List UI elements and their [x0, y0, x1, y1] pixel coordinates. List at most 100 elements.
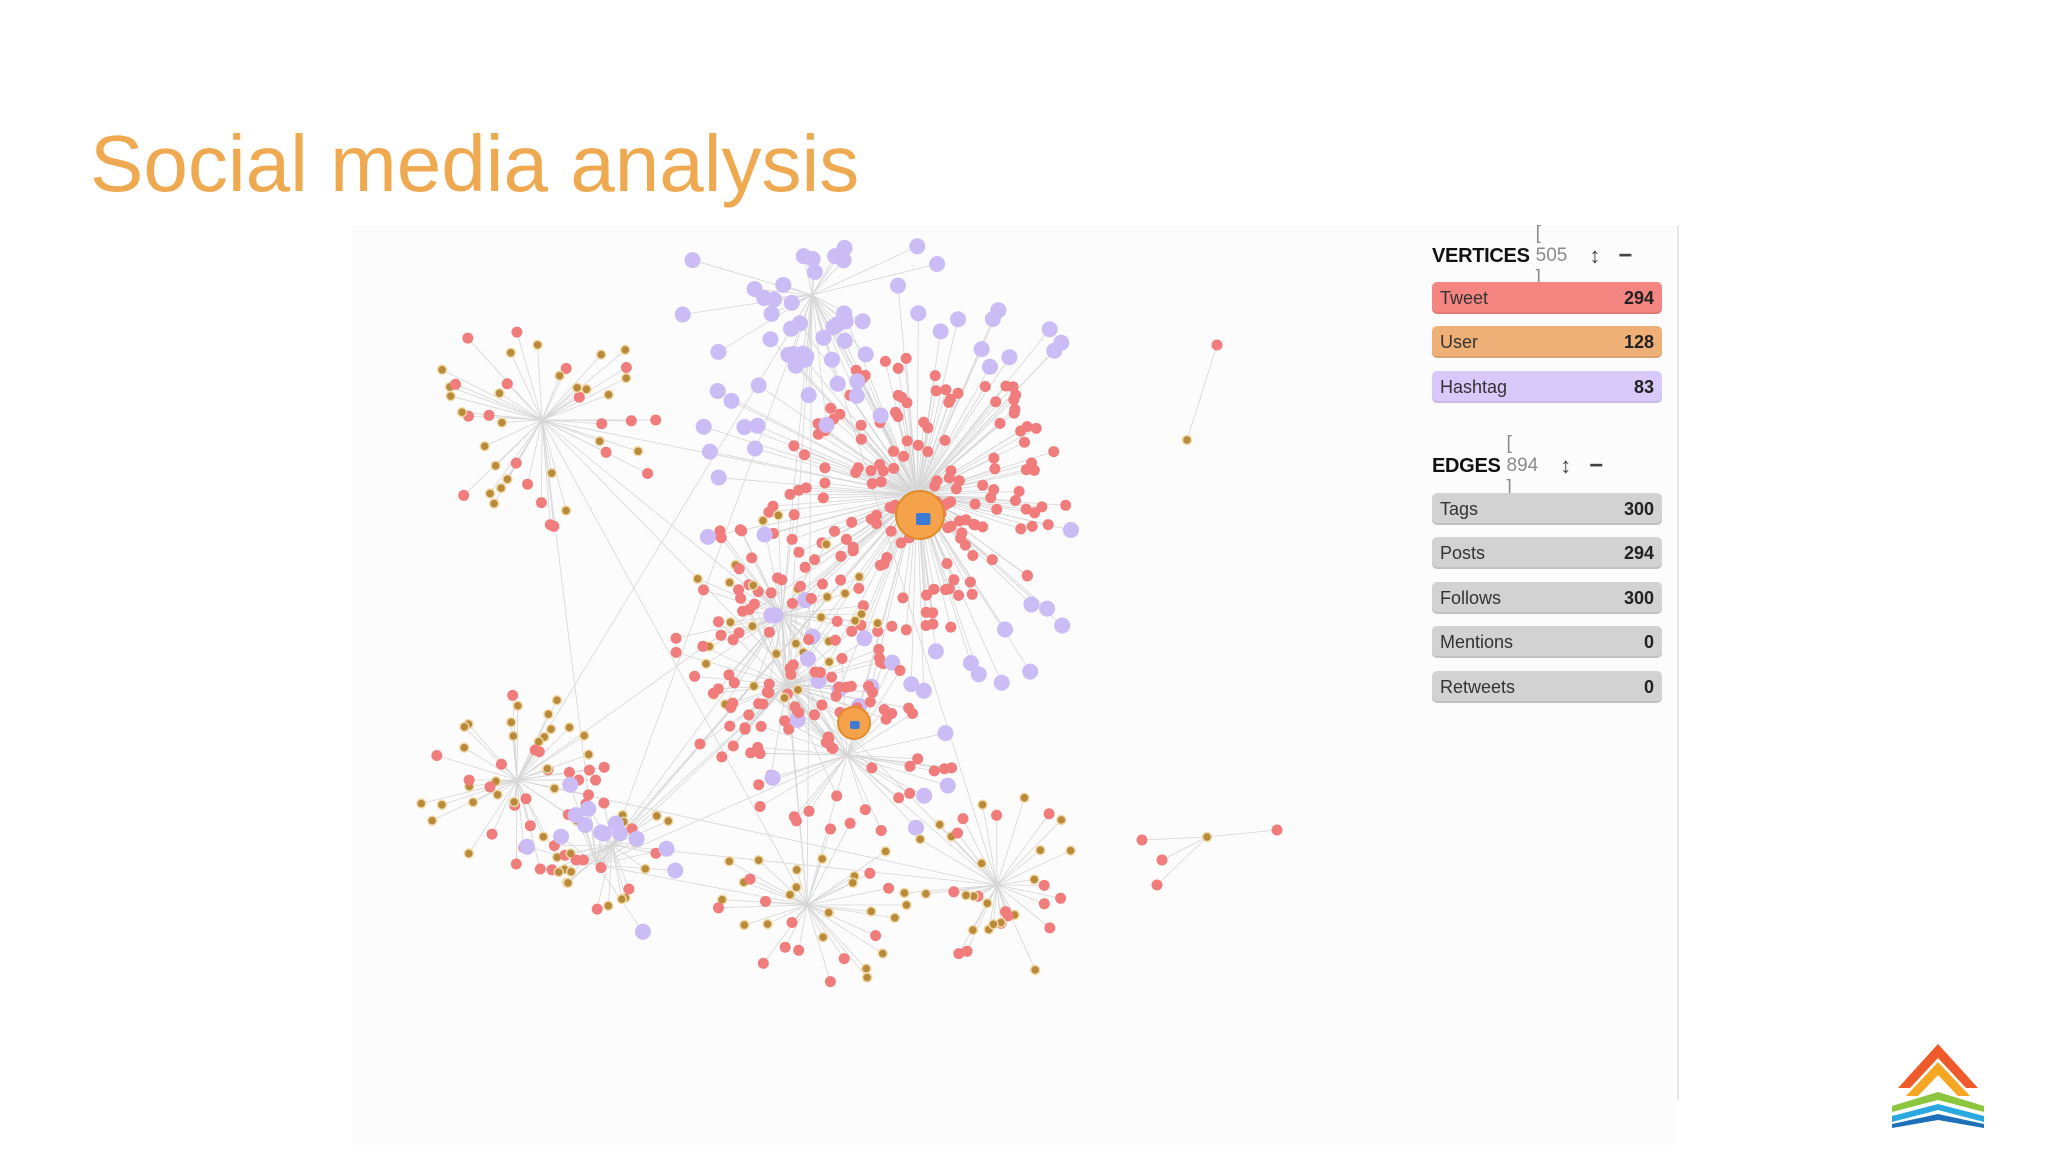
tweet-node[interactable] — [803, 634, 815, 645]
user-node[interactable] — [458, 742, 470, 753]
hashtag-node[interactable] — [634, 923, 651, 940]
tweet-node[interactable] — [855, 419, 867, 431]
tweet-node[interactable] — [946, 762, 958, 774]
tweet-node[interactable] — [1038, 898, 1050, 910]
hashtag-node[interactable] — [824, 351, 840, 368]
tweet-node[interactable] — [670, 632, 682, 644]
tweet-node[interactable] — [969, 519, 981, 531]
tweet-node[interactable] — [1038, 879, 1050, 891]
tweet-node[interactable] — [753, 698, 765, 710]
tweet-node[interactable] — [921, 589, 932, 601]
tweet-node[interactable] — [712, 683, 724, 695]
tweet-node[interactable] — [953, 948, 965, 960]
hashtag-node[interactable] — [710, 469, 727, 486]
tweet-node[interactable] — [859, 804, 871, 816]
hashtag-node[interactable] — [818, 417, 835, 433]
user-node[interactable] — [459, 721, 470, 733]
tweet-node[interactable] — [1010, 389, 1022, 401]
edges-collapse-icon[interactable]: − — [1589, 452, 1604, 479]
user-node[interactable] — [889, 912, 901, 924]
hashtag-node[interactable] — [962, 655, 979, 672]
tweet-node[interactable] — [961, 945, 973, 957]
user-node[interactable] — [977, 799, 988, 810]
user-node[interactable] — [791, 882, 802, 893]
hashtag-node[interactable] — [836, 239, 853, 256]
hashtag-node[interactable] — [775, 276, 792, 293]
hashtag-node[interactable] — [856, 630, 873, 647]
hashtag-node[interactable] — [783, 294, 800, 311]
tweet-node[interactable] — [483, 409, 495, 421]
tweet-node[interactable] — [784, 488, 796, 500]
hashtag-node[interactable] — [723, 392, 740, 409]
tweet-node[interactable] — [600, 446, 612, 458]
hashtag-node[interactable] — [890, 277, 906, 294]
tweet-node[interactable] — [754, 801, 766, 812]
tweet-node[interactable] — [930, 385, 942, 397]
user-node[interactable] — [967, 924, 979, 936]
hashtag-node[interactable] — [872, 407, 889, 424]
tweet-node[interactable] — [886, 620, 898, 632]
tweet-node[interactable] — [966, 588, 978, 600]
tweet-node[interactable] — [1015, 425, 1027, 437]
tweet-node[interactable] — [623, 883, 635, 895]
user-node[interactable] — [853, 571, 865, 583]
tweet-node[interactable] — [733, 584, 745, 596]
hashtag-node[interactable] — [1062, 522, 1079, 538]
hashtag-node[interactable] — [1039, 600, 1056, 617]
tweet-node[interactable] — [563, 766, 575, 778]
tweet-node[interactable] — [798, 449, 810, 461]
user-node[interactable] — [492, 789, 503, 800]
user-node[interactable] — [542, 763, 553, 774]
user-node[interactable] — [1201, 831, 1213, 843]
user-node[interactable] — [494, 388, 505, 399]
tweet-node[interactable] — [501, 378, 513, 390]
tweet-node[interactable] — [863, 680, 874, 692]
user-node[interactable] — [562, 877, 574, 889]
edge-item-follows[interactable]: Follows 300 — [1432, 582, 1662, 614]
tweet-node[interactable] — [583, 764, 595, 776]
tweet-node[interactable] — [1013, 485, 1025, 497]
tweet-node[interactable] — [894, 665, 906, 676]
hashtag-node[interactable] — [981, 358, 998, 375]
user-node[interactable] — [821, 591, 833, 603]
hashtag-node[interactable] — [611, 825, 628, 842]
tweet-node[interactable] — [945, 621, 957, 633]
hashtag-node[interactable] — [567, 807, 584, 824]
user-node[interactable] — [914, 833, 926, 845]
tweet-node[interactable] — [870, 930, 882, 942]
user-node[interactable] — [640, 863, 651, 875]
tweet-node[interactable] — [793, 707, 805, 718]
tweet-node[interactable] — [888, 445, 899, 457]
user-node[interactable] — [725, 616, 736, 628]
tweet-node[interactable] — [598, 797, 610, 809]
vertex-item-hashtag[interactable]: Hashtag 83 — [1432, 371, 1662, 403]
tweet-node[interactable] — [1029, 507, 1041, 519]
edge-item-retweets[interactable]: Retweets 0 — [1432, 671, 1662, 703]
tweet-node[interactable] — [1156, 854, 1168, 866]
user-node[interactable] — [988, 919, 999, 930]
user-node[interactable] — [508, 796, 520, 808]
tweet-node[interactable] — [991, 809, 1003, 821]
user-node[interactable] — [603, 389, 614, 400]
tweet-node[interactable] — [715, 532, 727, 544]
user-node[interactable] — [560, 505, 572, 516]
hashtag-node[interactable] — [829, 375, 846, 392]
user-node[interactable] — [508, 730, 519, 742]
tweet-node[interactable] — [838, 953, 850, 965]
tweet-node[interactable] — [819, 477, 831, 489]
user-node[interactable] — [849, 615, 861, 626]
edge-item-posts[interactable]: Posts 294 — [1432, 537, 1662, 569]
tweet-node[interactable] — [463, 774, 475, 786]
hashtag-node[interactable] — [1054, 617, 1071, 634]
tweet-node[interactable] — [1026, 520, 1038, 532]
tweet-node[interactable] — [948, 886, 960, 898]
tweet-node[interactable] — [753, 779, 765, 791]
tweet-node[interactable] — [716, 751, 728, 763]
tweet-node[interactable] — [953, 515, 965, 527]
user-node[interactable] — [861, 972, 873, 983]
hashtag-node[interactable] — [973, 341, 990, 358]
tweet-node[interactable] — [595, 862, 607, 874]
tweet-node[interactable] — [857, 600, 869, 612]
tweet-node[interactable] — [596, 418, 608, 430]
tweet-node[interactable] — [1043, 808, 1055, 820]
